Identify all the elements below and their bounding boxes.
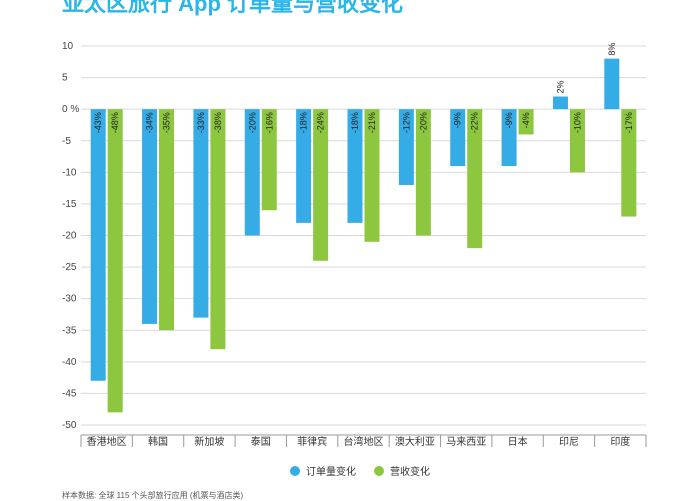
- bar-orders: [501, 109, 517, 167]
- data-label: -18%: [350, 112, 360, 133]
- data-label: -22%: [470, 112, 480, 133]
- bar-revenue: [107, 109, 123, 413]
- x-tick-label: 澳大利亚: [395, 435, 435, 448]
- x-tick-label: 台湾地区: [344, 435, 384, 448]
- bar-revenue: [313, 109, 329, 261]
- bar-revenue: [621, 109, 637, 217]
- legend: 订单量变化 营收变化: [290, 463, 430, 478]
- bar-orders: [347, 109, 363, 223]
- x-tick-label: 印尼: [559, 436, 579, 448]
- x-tick-label: 香港地区: [87, 435, 127, 448]
- legend-item-orders[interactable]: 订单量变化: [290, 463, 356, 478]
- bar-orders: [450, 109, 466, 167]
- y-tick-label: -45: [62, 388, 77, 399]
- x-axis: 香港地区 韩国 新加坡 泰国 菲律宾 台湾地区 澳大利亚 马来西亚 日本 印尼 印度: [80, 434, 647, 448]
- data-label: -48%: [110, 112, 120, 133]
- y-tick-label: -40: [62, 357, 77, 368]
- data-label: -9%: [504, 112, 514, 128]
- x-tick-label: 马来西亚: [446, 436, 486, 448]
- bar-orders: [193, 109, 209, 318]
- x-tick-label: 韩国: [148, 435, 168, 448]
- x-tick-label: 新加坡: [194, 435, 224, 448]
- bar-revenue: [569, 109, 585, 173]
- y-tick-label: -35: [62, 325, 77, 336]
- y-tick-label: -30: [62, 294, 77, 305]
- bars: [90, 58, 637, 413]
- bar-revenue: [467, 109, 483, 249]
- data-label: -34%: [145, 112, 155, 133]
- data-label: -16%: [264, 112, 274, 133]
- y-tick-label: -20: [62, 231, 77, 242]
- data-label: -38%: [213, 112, 223, 133]
- y-tick-label: 5: [62, 73, 68, 84]
- x-tick-label: 印度: [610, 435, 630, 448]
- bar-orders: [90, 109, 106, 381]
- page-title: 亚太区旅行 App 订单量与营收变化: [62, 0, 403, 16]
- legend-label-revenue: 营收变化: [390, 467, 430, 478]
- bar-revenue: [518, 109, 534, 135]
- data-label: -4%: [521, 112, 531, 128]
- bar-orders: [296, 109, 312, 223]
- y-tick-label: -15: [62, 199, 77, 210]
- data-label: -9%: [453, 112, 463, 128]
- bar-revenue: [415, 109, 431, 236]
- bar-revenue: [159, 109, 175, 331]
- footnote: 样本数据: 全球 115 个头部旅行应用 (机票与酒店类): [62, 491, 244, 500]
- y-tick-label: -10: [62, 167, 77, 178]
- x-tick-label: 日本: [508, 435, 528, 448]
- legend-swatch-revenue: [374, 465, 384, 476]
- x-tick-label: 菲律宾: [297, 435, 327, 448]
- data-label: -18%: [299, 112, 309, 133]
- legend-swatch-orders: [290, 465, 300, 476]
- data-label: -20%: [418, 112, 428, 133]
- data-label: -21%: [367, 112, 377, 133]
- gridlines: [81, 45, 646, 426]
- y-tick-label: 10: [62, 41, 74, 52]
- data-labels: -43% -34% -33% -20% -18% -18% -12% -9% -9% 2% 8% -4…: [93, 43, 634, 134]
- bar-revenue: [364, 109, 380, 242]
- y-tick-label: 0 %: [62, 104, 79, 115]
- legend-label-orders: 订单量变化: [306, 467, 356, 478]
- data-label: -17%: [624, 112, 634, 133]
- bar-orders: [552, 96, 568, 110]
- y-tick-label: -25: [62, 262, 77, 273]
- legend-item-revenue[interactable]: 营收变化: [374, 463, 430, 478]
- data-label: -20%: [247, 112, 257, 133]
- data-label: -10%: [572, 112, 582, 133]
- data-label: -12%: [401, 112, 411, 133]
- bar-revenue: [210, 109, 226, 350]
- data-label: -43%: [93, 112, 103, 133]
- data-label: -33%: [196, 112, 206, 133]
- y-axis-ticks: 10 5 0 % -5 -10 -15 -20 -25 -30 -35 -40 -45 -50: [62, 41, 79, 431]
- bar-orders: [398, 109, 414, 185]
- bar-orders: [604, 58, 620, 110]
- bar-orders: [244, 109, 260, 236]
- x-tick-label: 泰国: [251, 435, 271, 448]
- data-label: 8%: [607, 43, 617, 56]
- data-label: 2%: [555, 81, 565, 94]
- y-tick-label: -50: [62, 420, 77, 431]
- bar-revenue: [261, 109, 277, 211]
- data-label: -24%: [316, 112, 326, 133]
- data-label: -35%: [162, 112, 172, 133]
- bar-orders: [142, 109, 158, 324]
- y-tick-label: -5: [62, 136, 71, 147]
